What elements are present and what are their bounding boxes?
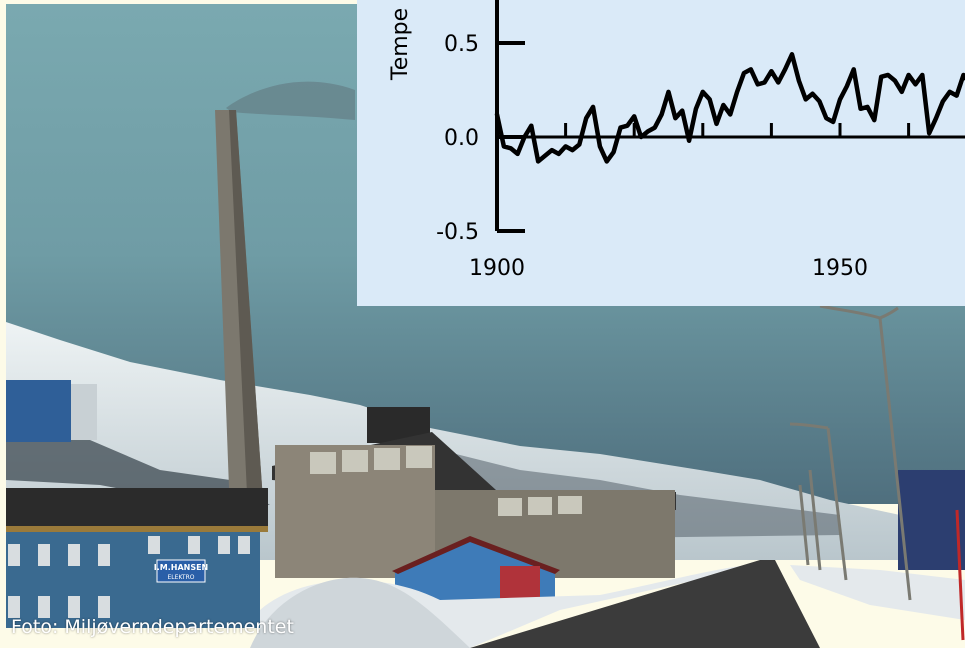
snow-right [790, 565, 965, 620]
y-tick-label: 0.5 [444, 32, 479, 57]
temperature-chart: Tempe -0.5 0.0 0.5 1900 1950 [388, 0, 965, 281]
blue-tank [6, 380, 71, 442]
photo-credit: Foto: Miljøverndepartementet [11, 616, 294, 638]
snow-pile [250, 577, 470, 648]
painted-house-red [500, 566, 540, 600]
mountain-rocks [6, 430, 270, 505]
chart-panel: Tempe -0.5 0.0 0.5 1900 1950 [357, 0, 965, 306]
smoke [226, 81, 355, 120]
red-pole [955, 509, 965, 641]
road [470, 560, 820, 648]
shop-sign [156, 559, 206, 583]
x-tick-label: 1950 [812, 256, 868, 281]
blue-building-eave [6, 526, 268, 532]
blue-building-windows [8, 536, 250, 618]
ticks [497, 41, 911, 233]
chimney-shade [229, 110, 264, 515]
street-lamps [789, 304, 912, 601]
y-axis-label: Tempe [388, 8, 413, 81]
right-building [898, 470, 965, 570]
y-tick-label: 0.0 [444, 126, 479, 151]
series-line [494, 52, 965, 164]
shop-sign-text: I.M.HANSEN [154, 563, 209, 572]
factory-windows [310, 446, 582, 516]
shop-sign-subtext: ELEKTRO [168, 574, 195, 581]
tick-labels: -0.5 0.0 0.5 1900 1950 [436, 32, 868, 281]
y-tick-label: -0.5 [436, 220, 479, 245]
series [494, 52, 965, 164]
x-tick-label: 1900 [469, 256, 525, 281]
blue-building-roof [6, 488, 268, 530]
painted-house-roof [392, 536, 560, 574]
grey-tank [71, 384, 97, 440]
